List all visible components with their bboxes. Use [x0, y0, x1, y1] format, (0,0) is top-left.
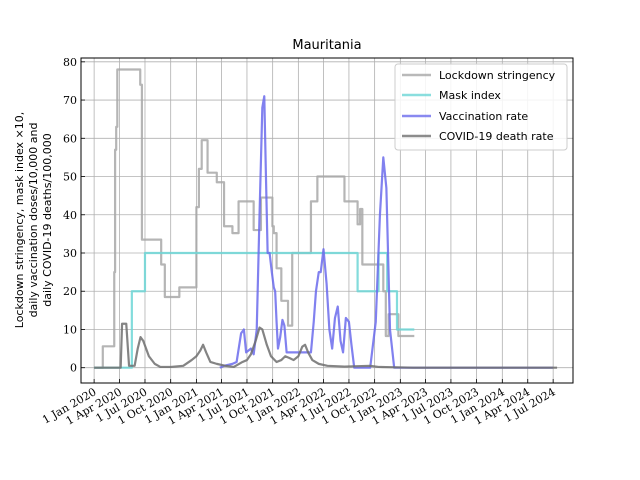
y-tick-label-50: 50 [63, 171, 77, 184]
y-axis-label: Lockdown stringency, mask index ×10, dai… [13, 112, 54, 328]
y-axis-label-line-1: Lockdown stringency, mask index ×10, [13, 112, 26, 328]
y-axis-label-line-2: daily vaccination doses/10,000 and [27, 123, 40, 318]
y-axis-ticks: 0 10 20 30 40 50 60 70 80 [63, 56, 85, 375]
y-tick-label-40: 40 [63, 209, 77, 222]
y-tick-label-0: 0 [70, 362, 77, 375]
y-tick-label-80: 80 [63, 56, 77, 69]
y-tick-label-10: 10 [63, 323, 77, 336]
y-tick-label-60: 60 [63, 132, 77, 145]
chart-title: Mauritania [292, 38, 361, 53]
legend-label-death: COVID-19 death rate [439, 130, 554, 143]
legend-box [394, 63, 568, 151]
series-layer [94, 68, 558, 369]
y-tick-label-30: 30 [63, 247, 77, 260]
legend-label-vaccination: Vaccination rate [439, 110, 528, 123]
plot-frame [80, 57, 574, 384]
y-tick-label-20: 20 [63, 285, 77, 298]
series-line-covid-19-death-rate [94, 322, 558, 369]
legend: Lockdown stringency Mask index Vaccinati… [394, 63, 568, 151]
y-tick-label-70: 70 [63, 94, 77, 107]
legend-label-mask: Mask index [439, 89, 501, 102]
series-line-lockdown-stringency [94, 68, 415, 369]
series-line-mask-index [94, 251, 415, 369]
y-axis-label-line-3: daily COVID-19 deaths/100,000 [41, 133, 54, 306]
legend-label-lockdown: Lockdown stringency [439, 69, 556, 82]
